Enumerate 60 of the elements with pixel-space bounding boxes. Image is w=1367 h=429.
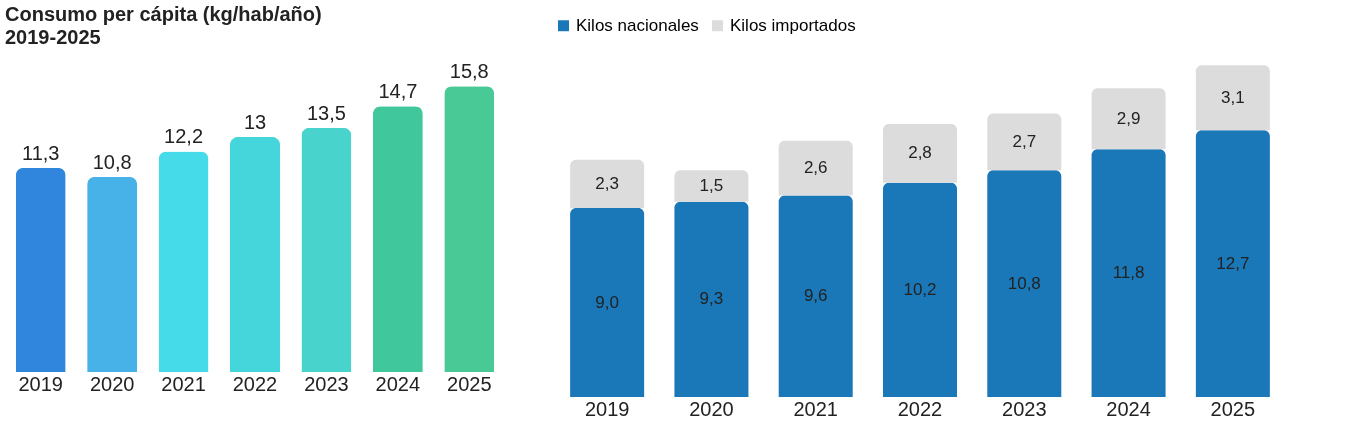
legend-label: Kilos nacionales (576, 15, 699, 35)
data-label: 2,7 (1012, 131, 1037, 151)
x-tick-label: 2020 (89, 372, 135, 395)
x-tick-label: 2025 (1210, 397, 1256, 420)
bar (372, 106, 423, 372)
bar (778, 140, 853, 196)
data-label: 2,3 (595, 173, 619, 193)
bar (570, 208, 645, 397)
data-label: 14,7 (378, 80, 418, 103)
bar (15, 167, 66, 372)
data-label: 13,5 (306, 101, 346, 124)
bar (1091, 88, 1166, 150)
bar (1091, 149, 1166, 397)
data-label: 12,7 (1216, 253, 1250, 273)
bar (87, 176, 138, 372)
data-label: 15,8 (449, 60, 489, 83)
data-label: 10,8 (1007, 273, 1041, 293)
data-label: 10,8 (92, 150, 132, 173)
data-label: 2,9 (1116, 108, 1141, 128)
bar (987, 170, 1062, 397)
data-label: 9,3 (699, 289, 724, 309)
data-label: 12,2 (164, 125, 204, 148)
bar (570, 159, 645, 209)
x-tick-label: 2021 (793, 397, 838, 420)
x-tick-label: 2025 (447, 372, 492, 395)
bar (674, 170, 749, 202)
bar (158, 151, 209, 372)
data-label: 1,5 (699, 175, 724, 195)
data-label: 13 (243, 110, 267, 133)
data-label: 9,6 (803, 286, 828, 306)
bar (987, 113, 1062, 171)
x-tick-label: 2023 (304, 372, 349, 395)
data-label: 10,2 (903, 279, 937, 299)
data-label: 11,3 (21, 141, 60, 164)
x-tick-label: 2024 (1106, 397, 1151, 420)
bar (674, 201, 749, 397)
bar (1195, 130, 1270, 397)
data-label: 3,1 (1221, 87, 1245, 107)
x-tick-label: 2020 (689, 397, 734, 420)
bar (301, 127, 352, 372)
bar (230, 136, 280, 372)
x-tick-label: 2021 (161, 372, 206, 395)
x-tick-label: 2019 (584, 397, 630, 420)
x-tick-label: 2022 (232, 372, 278, 395)
bar (883, 124, 957, 183)
data-label: 9,0 (595, 292, 619, 312)
data-label: 11,8 (1112, 263, 1145, 283)
bar (883, 182, 957, 397)
data-label: 2,8 (908, 143, 932, 163)
bar (1195, 65, 1270, 131)
data-label: 2,6 (803, 158, 828, 178)
x-tick-label: 2023 (1002, 397, 1047, 420)
x-tick-label: 2019 (18, 372, 63, 395)
legend-label: Kilos importados (730, 15, 856, 35)
x-tick-label: 2024 (375, 372, 421, 395)
chart-subtitle: 2019-2025 (5, 26, 101, 48)
bar (778, 195, 853, 397)
chart-title: Consumo per cápita (kg/hab/año) (5, 3, 322, 25)
bar (444, 86, 495, 372)
x-tick-label: 2022 (897, 397, 943, 420)
